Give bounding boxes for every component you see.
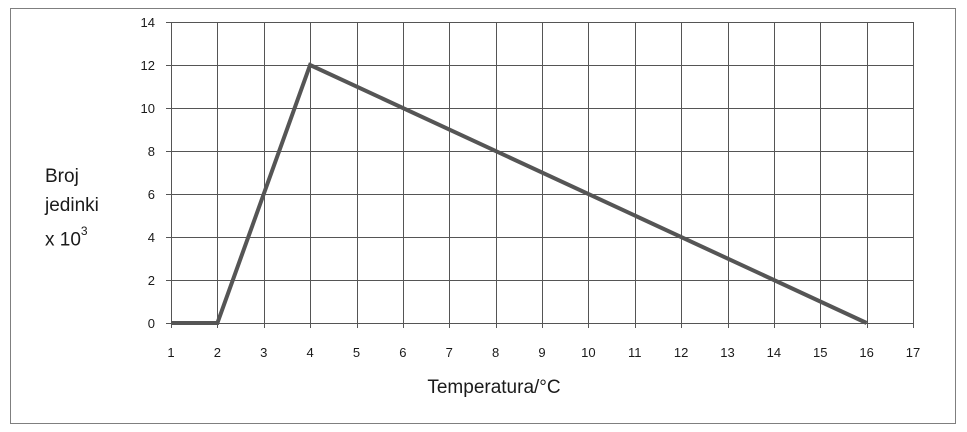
x-tick-label-11: 11	[628, 345, 642, 360]
x-tick-label-3: 3	[260, 345, 267, 360]
x-tick-label-12: 12	[674, 345, 688, 360]
y-tick-label-0: 0	[148, 316, 155, 331]
x-tick-label-4: 4	[307, 345, 314, 360]
y-tick-label-14: 14	[141, 15, 155, 30]
x-tick-label-15: 15	[813, 345, 827, 360]
x-tick-label-6: 6	[399, 345, 406, 360]
y-axis-title-base: x 10	[45, 229, 81, 251]
x-tick-label-9: 9	[538, 345, 545, 360]
x-tick-label-13: 13	[720, 345, 734, 360]
x-tick-label-8: 8	[492, 345, 499, 360]
y-axis-title-exponent: 3	[80, 224, 88, 238]
y-tick-label-12: 12	[141, 58, 155, 73]
chart-frame	[10, 8, 956, 424]
x-tick-label-2: 2	[214, 345, 221, 360]
y-tick-label-6: 6	[148, 187, 155, 202]
x-tick-label-14: 14	[767, 345, 781, 360]
x-tick-labels: 1 2 3 4 5 6 7 8 9 10 11 12 13 14 15 16 17	[167, 345, 920, 360]
series-line-0	[171, 62, 868, 325]
y-axis-title-line-2: jedinki	[45, 195, 99, 216]
x-axis-title: Temperatura/°C	[427, 377, 560, 398]
x-tick-label-1: 1	[167, 345, 174, 360]
y-axis-title-line-3: x 103	[45, 220, 99, 254]
y-axis-title-line-1: Broj	[45, 166, 79, 187]
y-tick-labels: 0 2 4 6 8 10 12 14	[141, 15, 155, 331]
grid-lines	[166, 22, 914, 328]
y-tick-label-4: 4	[148, 230, 155, 245]
x-tick-label-17: 17	[906, 345, 920, 360]
x-tick-label-5: 5	[353, 345, 360, 360]
series-group	[170, 62, 868, 325]
x-tick-label-7: 7	[446, 345, 453, 360]
x-tick-label-10: 10	[581, 345, 595, 360]
y-tick-label-8: 8	[148, 144, 155, 159]
y-tick-label-2: 2	[148, 273, 155, 288]
x-tick-label-16: 16	[859, 345, 873, 360]
y-tick-label-10: 10	[141, 101, 155, 116]
y-axis-title: Broj jedinki x 103	[45, 162, 99, 254]
